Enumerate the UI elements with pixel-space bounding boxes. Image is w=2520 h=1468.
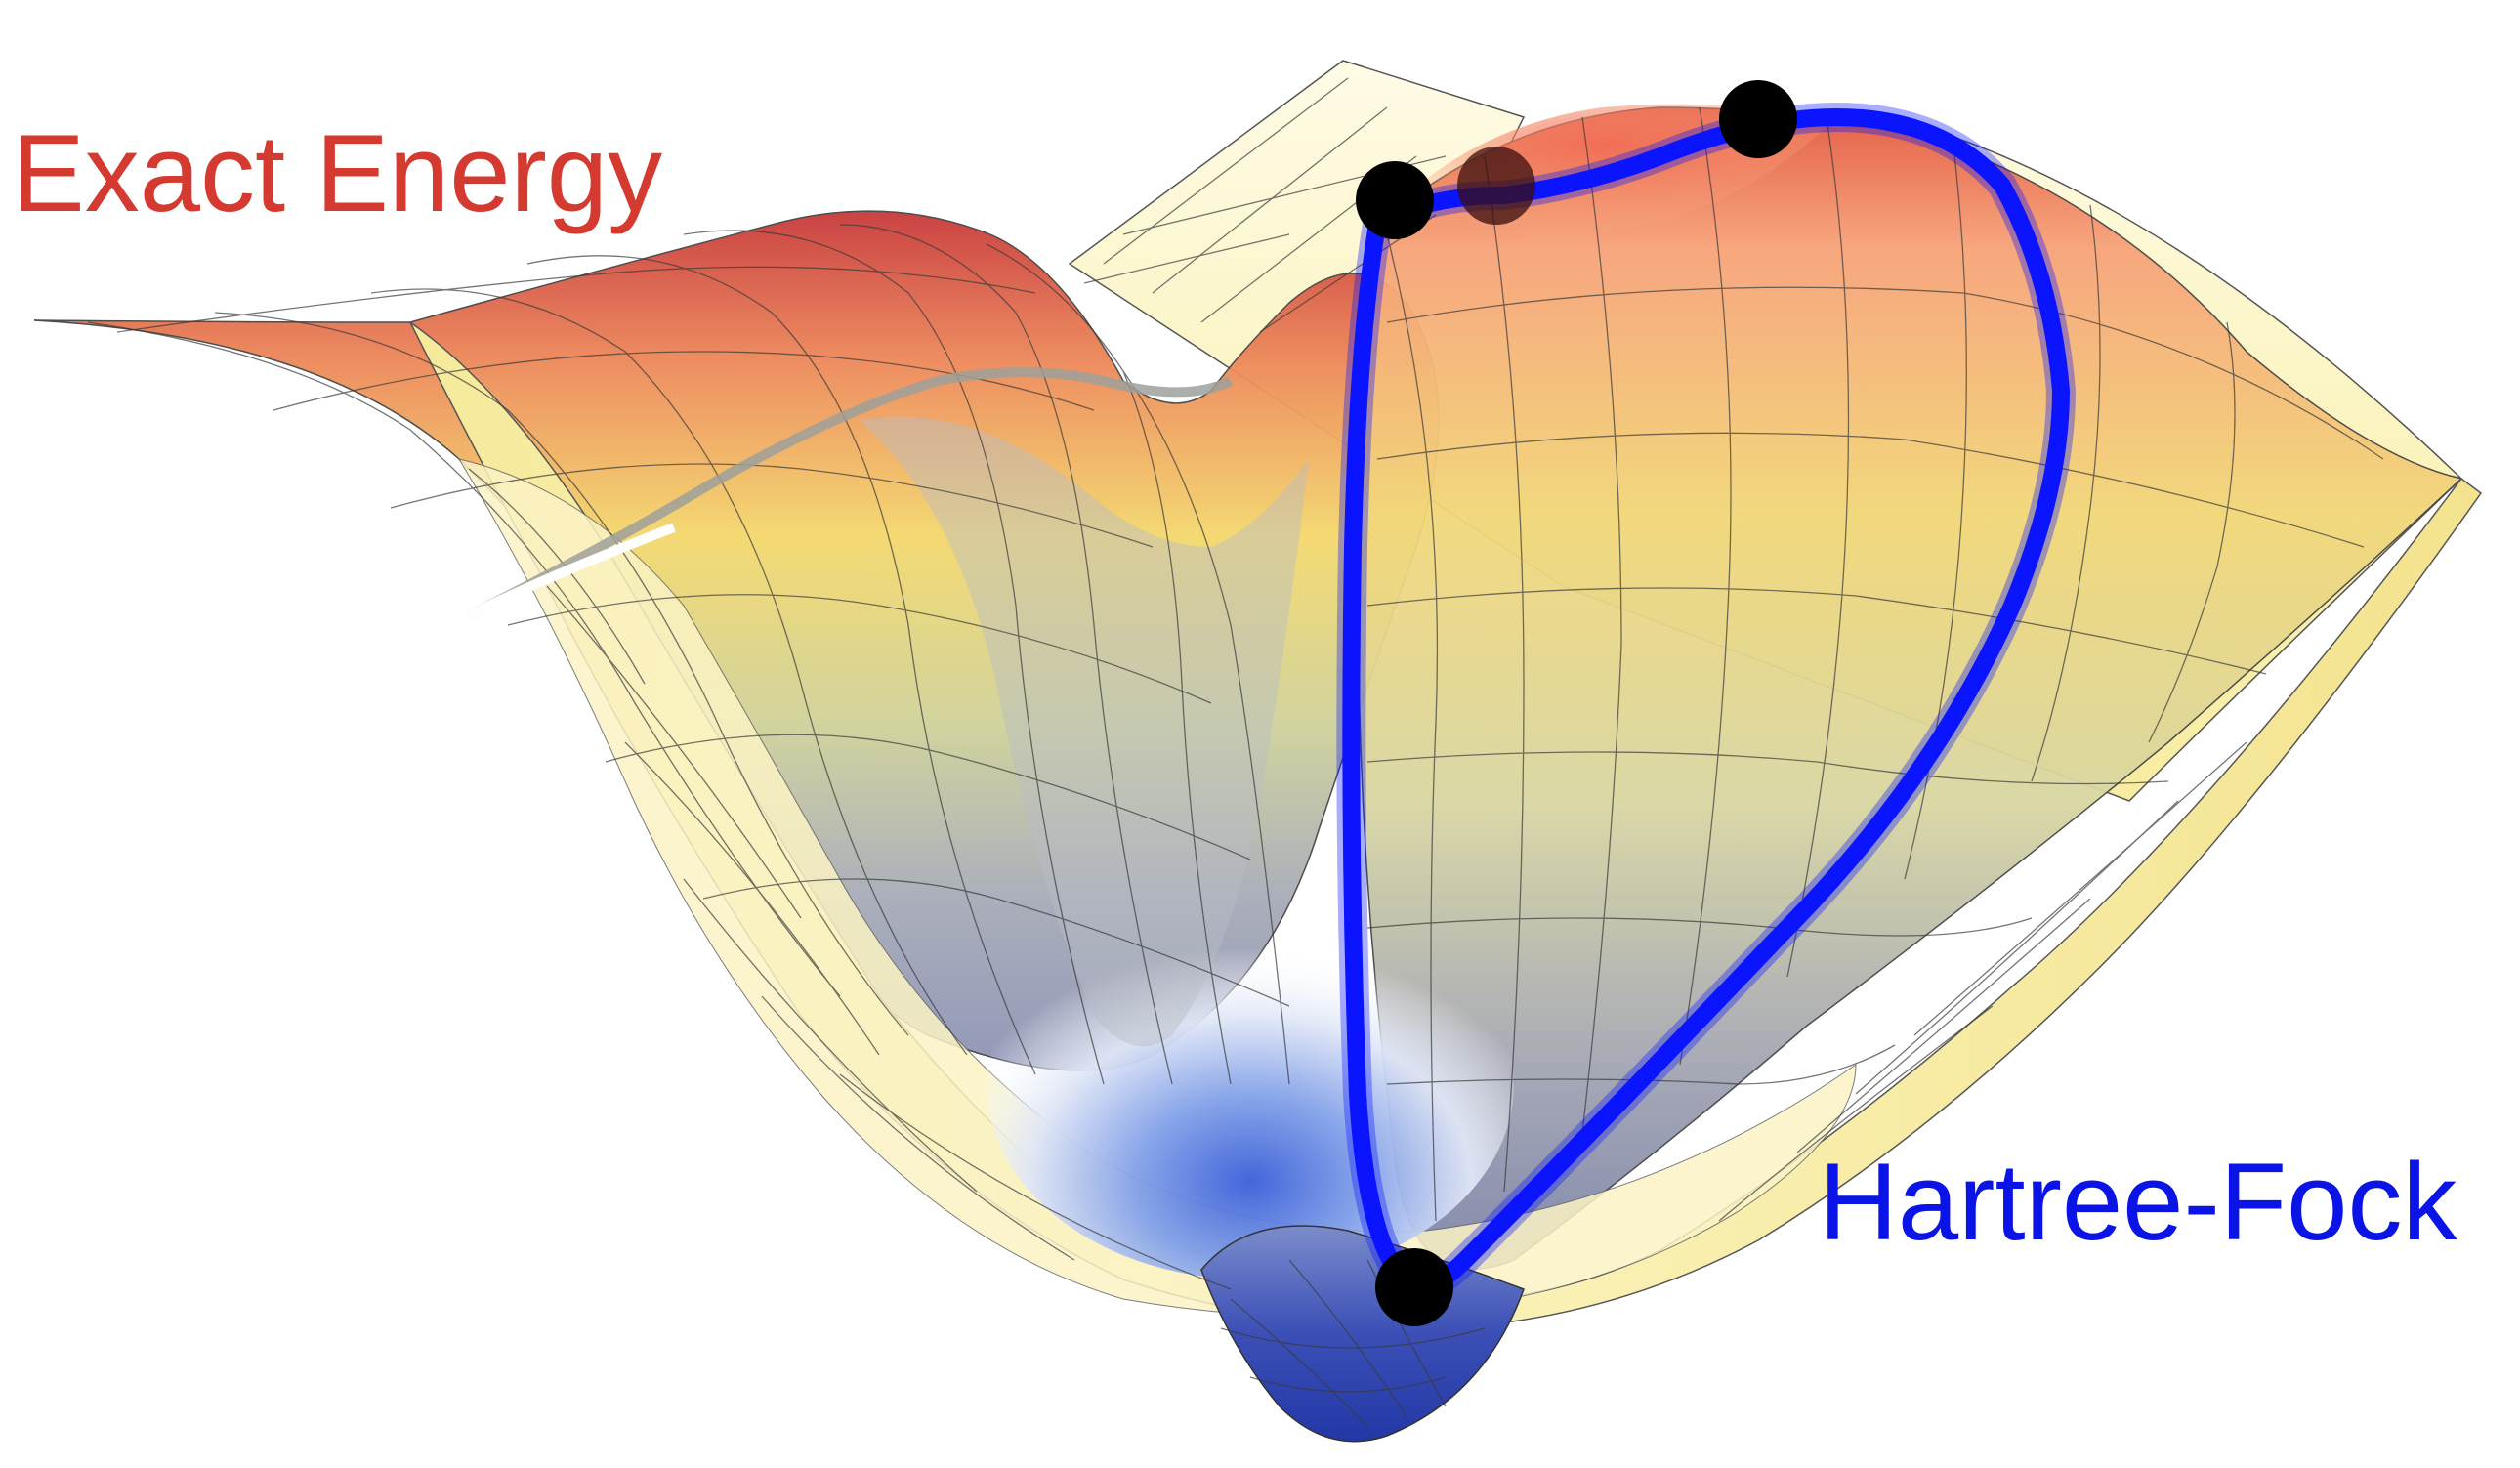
- surface-grid: [87, 77, 2384, 1427]
- energy-well-center: [987, 889, 1514, 1279]
- exact-energy-label: Exact Energy: [12, 112, 663, 234]
- left-lobe-valley: [860, 416, 1309, 1047]
- hartree-fock-label: Hartree-Fock: [1819, 1141, 2457, 1263]
- hf-saddle-left: [1356, 161, 1434, 239]
- hf-minimum: [1375, 1248, 1453, 1326]
- critical-points: [1356, 80, 1797, 1326]
- hf-saddle-right: [1719, 80, 1797, 158]
- hf-saddle-middle: [1457, 147, 1535, 225]
- hartree-fock-path: [1342, 108, 2070, 1297]
- exact-energy-level-curve: [466, 367, 1234, 620]
- exact-energy-level-curve-front: [466, 523, 676, 620]
